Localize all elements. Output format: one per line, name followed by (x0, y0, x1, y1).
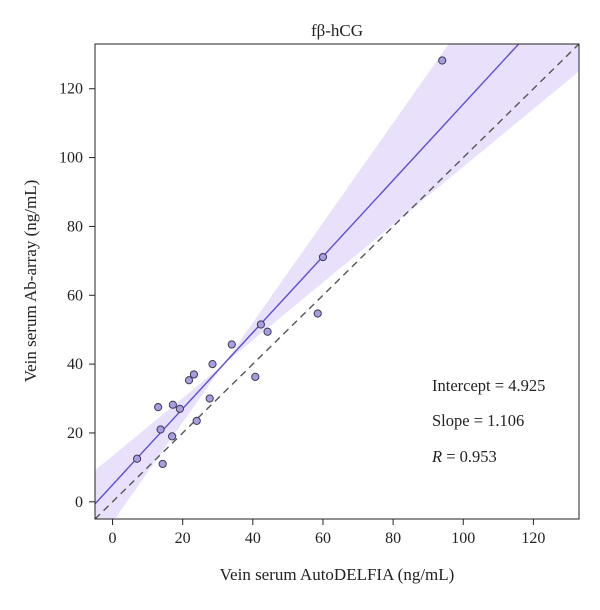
line-layer (95, 44, 579, 519)
x-tick-label: 80 (385, 530, 401, 547)
data-point (251, 372, 260, 381)
data-point (438, 56, 447, 65)
confidence-band-layer (95, 44, 579, 519)
x-axis-title: Vein serum AutoDELFIA (ng/mL) (220, 565, 455, 584)
r-label: R (431, 447, 442, 466)
data-point (192, 416, 201, 426)
slope-stat: Slope = 1.106 (432, 411, 524, 430)
data-point (175, 404, 184, 413)
intercept-value: 4.925 (508, 376, 545, 395)
regression-line (95, 44, 520, 505)
identity-line (95, 44, 579, 519)
chart-title: fβ-hCG (311, 21, 363, 40)
regression-stats: Intercept = 4.925 Slope = 1.106 R = 0.95… (431, 376, 545, 466)
data-point (318, 252, 328, 262)
data-point (208, 360, 217, 369)
y-tick-label: 100 (59, 150, 83, 167)
intercept-label: Intercept (432, 376, 491, 395)
data-point (158, 459, 167, 469)
x-tick-label: 60 (315, 530, 331, 547)
data-point (132, 454, 142, 463)
slope-label: Slope (432, 411, 470, 430)
data-point (205, 394, 214, 403)
data-point (156, 425, 165, 434)
y-tick-label: 80 (67, 218, 83, 235)
y-axis-title: Vein serum Ab-array (ng/mL) (21, 180, 40, 383)
intercept-stat: Intercept = 4.925 (432, 376, 545, 395)
y-tick-label: 40 (67, 356, 83, 373)
data-point (154, 403, 163, 412)
y-axis: 0 20 40 60 80 100 120 (59, 81, 95, 511)
data-point (168, 400, 177, 409)
data-point (168, 432, 177, 441)
x-tick-label: 100 (451, 530, 475, 547)
data-point (184, 376, 194, 385)
x-tick-label: 20 (175, 530, 191, 547)
data-point-layer (132, 56, 447, 469)
y-tick-label: 60 (67, 287, 83, 304)
confidence-band (95, 44, 579, 519)
r-stat: R = 0.953 (431, 447, 497, 466)
y-tick-label: 0 (75, 494, 83, 511)
x-tick-label: 0 (109, 530, 117, 547)
data-point (256, 320, 265, 329)
plot-frame (94, 43, 580, 520)
y-tick-label: 20 (67, 425, 83, 442)
r-value: 0.953 (460, 447, 497, 466)
data-point (263, 327, 272, 336)
data-point (189, 370, 199, 379)
x-axis: 0 20 40 60 80 100 120 (109, 519, 545, 547)
x-tick-label: 120 (521, 530, 545, 547)
data-point (313, 309, 322, 318)
x-tick-label: 40 (245, 530, 261, 547)
data-point (227, 340, 236, 349)
y-tick-label: 120 (59, 81, 83, 98)
slope-value: 1.106 (487, 411, 524, 430)
